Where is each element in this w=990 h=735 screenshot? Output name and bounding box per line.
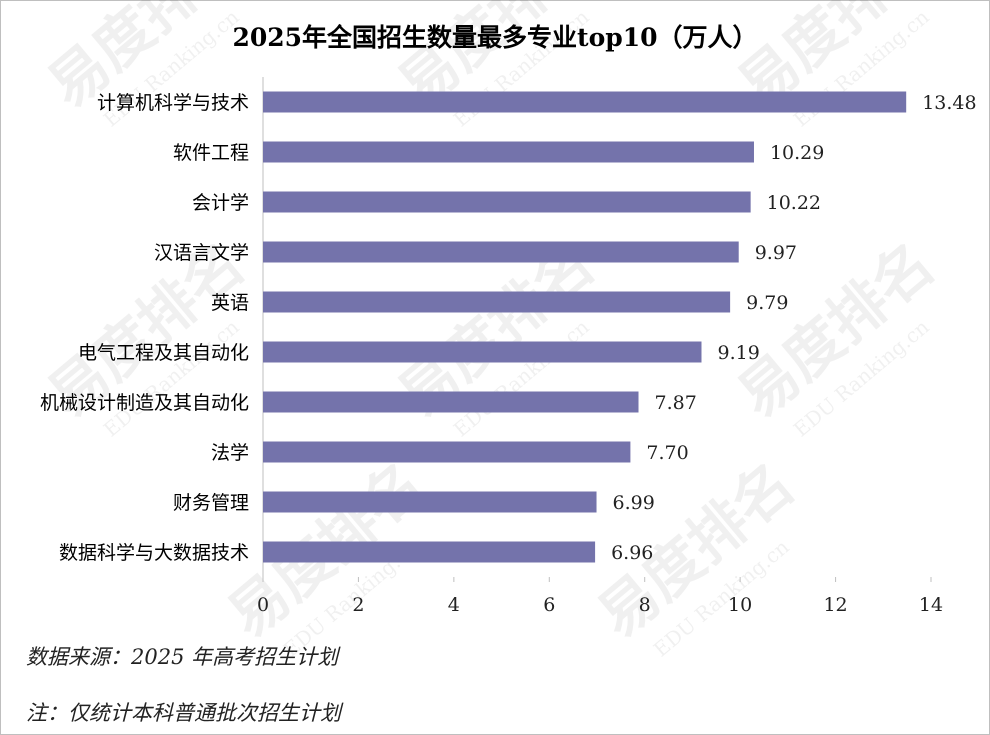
category-label: 软件工程 bbox=[173, 142, 249, 164]
category-label: 机械设计制造及其自动化 bbox=[40, 392, 249, 414]
bar bbox=[263, 141, 754, 163]
x-tick-label: 2 bbox=[352, 594, 364, 616]
category-label: 汉语言文学 bbox=[154, 242, 249, 264]
bar bbox=[263, 441, 631, 463]
category-label: 会计学 bbox=[192, 192, 249, 214]
value-label: 9.19 bbox=[717, 342, 759, 364]
bar bbox=[263, 391, 639, 413]
x-tick-label: 12 bbox=[823, 594, 847, 616]
x-tick-label: 14 bbox=[919, 594, 943, 616]
value-label: 7.87 bbox=[655, 392, 697, 414]
source-note: 数据来源：2025 年高考招生计划 bbox=[26, 645, 339, 669]
category-label: 财务管理 bbox=[173, 492, 249, 514]
value-label: 7.70 bbox=[646, 442, 688, 464]
value-label: 10.22 bbox=[767, 192, 821, 214]
category-label: 计算机科学与技术 bbox=[97, 92, 249, 114]
category-label: 电气工程及其自动化 bbox=[78, 342, 249, 364]
bar bbox=[263, 241, 739, 263]
category-label: 数据科学与大数据技术 bbox=[59, 542, 249, 564]
x-tick-label: 6 bbox=[543, 594, 555, 616]
x-tick-label: 10 bbox=[728, 594, 752, 616]
x-tick-label: 0 bbox=[257, 594, 269, 616]
value-label: 9.97 bbox=[755, 242, 797, 264]
chart-title: 2025年全国招生数量最多专业top10（万人） bbox=[232, 23, 758, 52]
x-tick-label: 4 bbox=[448, 594, 460, 616]
category-label: 法学 bbox=[211, 442, 249, 464]
bar bbox=[263, 91, 907, 113]
bar bbox=[263, 191, 751, 213]
value-label: 6.96 bbox=[611, 542, 653, 564]
bar bbox=[263, 541, 596, 563]
x-tick-label: 8 bbox=[639, 594, 651, 616]
footnote: 注：仅统计本科普通批次招生计划 bbox=[26, 701, 341, 725]
value-label: 10.29 bbox=[770, 142, 824, 164]
value-label: 9.79 bbox=[746, 292, 788, 314]
category-label: 英语 bbox=[211, 292, 249, 314]
bar bbox=[263, 341, 702, 363]
bar bbox=[263, 291, 731, 313]
value-label: 6.99 bbox=[613, 492, 655, 514]
bar bbox=[263, 491, 597, 513]
value-label: 13.48 bbox=[922, 92, 976, 114]
